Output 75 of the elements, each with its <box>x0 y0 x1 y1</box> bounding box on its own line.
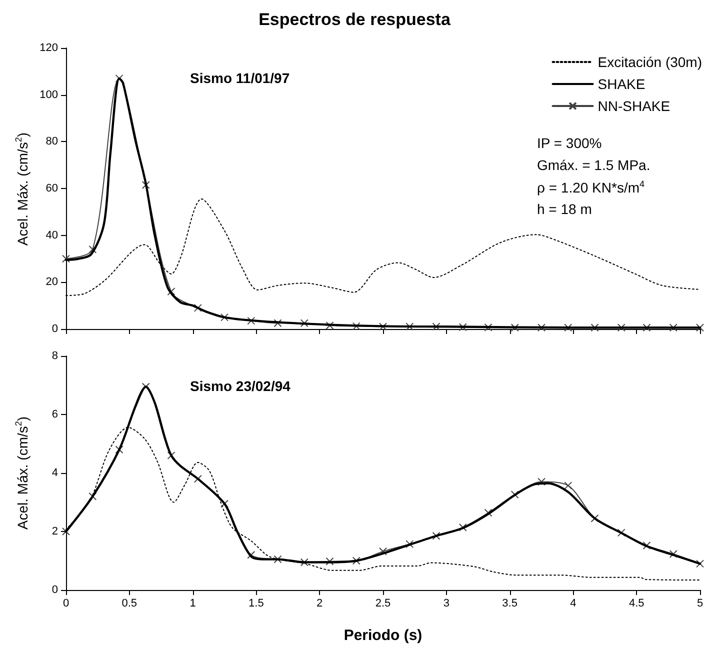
point <box>88 245 97 254</box>
point <box>484 508 492 517</box>
point <box>484 323 492 332</box>
x-tick-label: 1.5 <box>248 598 264 610</box>
point <box>617 528 626 537</box>
x-tick-label: 3 <box>443 598 450 610</box>
point <box>538 478 546 486</box>
y-tick-label: 40 <box>46 229 58 242</box>
y-tick-label: 0 <box>52 323 58 335</box>
point <box>564 482 572 490</box>
point <box>326 557 334 566</box>
point <box>406 540 414 548</box>
x-tick-label: 2.5 <box>375 598 391 610</box>
point <box>642 542 651 550</box>
y-tick-label: 80 <box>46 136 58 148</box>
x-tick-label: 0 <box>62 598 70 610</box>
annotation: h = 18 m <box>537 201 592 218</box>
point <box>458 323 467 332</box>
legend-label: Excitación (30m) <box>598 54 702 70</box>
point <box>300 558 308 566</box>
y-tick-label: 120 <box>40 42 58 54</box>
y-tick-label: 2 <box>52 526 58 538</box>
y-tick-label: 20 <box>46 276 58 288</box>
point <box>379 322 387 331</box>
legend-label: NN-SHAKE <box>598 98 670 114</box>
point <box>247 316 256 325</box>
annotation: IP = 300% <box>537 135 602 152</box>
point <box>167 288 176 296</box>
x-tick-label: 0.5 <box>122 598 138 610</box>
point <box>590 324 599 332</box>
y-tick-label: 8 <box>52 350 58 362</box>
point <box>142 180 150 189</box>
x-tick-label: 3.5 <box>502 598 518 610</box>
point <box>432 532 440 540</box>
point <box>538 324 546 332</box>
point <box>352 322 360 330</box>
point <box>167 451 176 460</box>
point <box>300 319 308 328</box>
annotation: Sismo 23/02/94 <box>190 378 290 395</box>
chart-title: Espectros de respuesta <box>258 10 451 29</box>
point <box>696 324 704 332</box>
point <box>432 322 440 331</box>
point <box>379 547 387 556</box>
point <box>406 322 414 331</box>
point <box>352 556 360 565</box>
y-tick-label: 100 <box>40 88 58 101</box>
y-tick-label: 4 <box>52 467 58 479</box>
point <box>669 324 678 332</box>
point <box>194 304 202 312</box>
point <box>115 446 124 454</box>
x-tick-label: 5 <box>696 598 704 610</box>
point <box>458 523 467 532</box>
y-tick-label: 0 <box>52 584 58 596</box>
point <box>62 254 70 263</box>
point <box>642 324 651 332</box>
point <box>274 319 282 328</box>
annotation: Sismo 11/01/97 <box>190 70 290 87</box>
x-axis-title: Periodo (s) <box>344 627 422 644</box>
point <box>220 313 228 322</box>
point <box>510 324 519 332</box>
point <box>564 324 572 332</box>
x-tick-label: 1 <box>190 598 196 610</box>
point <box>274 555 282 564</box>
x-tick-label: 2 <box>316 598 323 610</box>
x-tick-label: 4 <box>570 598 576 610</box>
y-tick-label: 60 <box>46 182 58 194</box>
point <box>617 324 626 332</box>
point <box>696 560 704 568</box>
point <box>326 321 334 330</box>
legend-label: SHAKE <box>598 76 646 92</box>
annotation: Gmáx. = 1.5 MPa. <box>537 157 650 174</box>
x-tick-label: 4.5 <box>628 598 644 610</box>
point <box>669 550 678 558</box>
y-tick-label: 6 <box>52 408 58 420</box>
annotation: ρ = 1.20 KN*s/m$^{4}$ <box>537 179 645 196</box>
